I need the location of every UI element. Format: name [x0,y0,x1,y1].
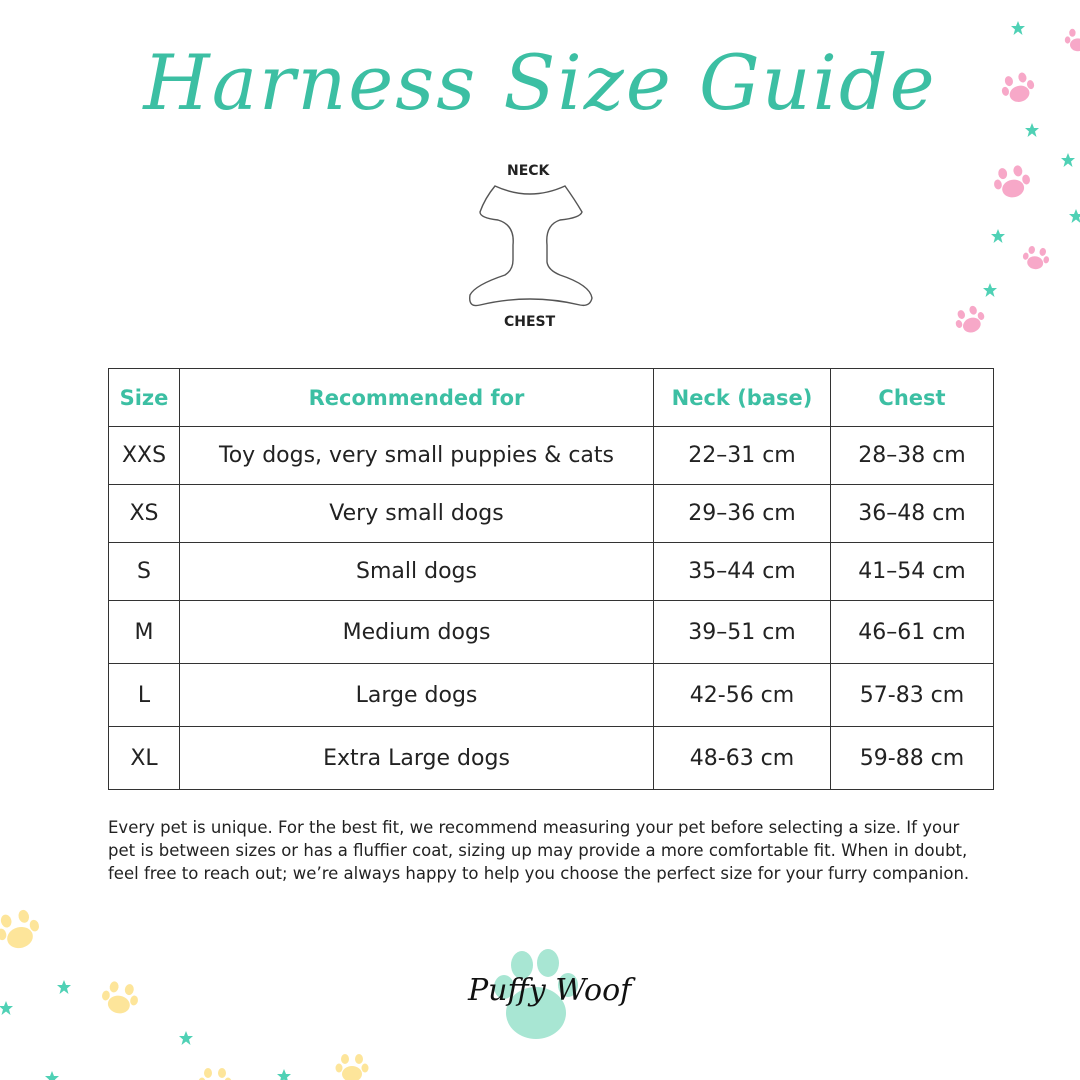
chest-cell: 36–48 cm [830,484,994,543]
star-icon [1069,209,1080,223]
star-icon [179,1031,193,1045]
table-row: XL Extra Large dogs 48-63 cm 59-88 cm [108,726,994,790]
size-cell: S [108,542,180,601]
paw-icon [335,1054,369,1080]
size-cell: XS [108,484,180,543]
size-cell: M [108,600,180,664]
chest-cell: 57-83 cm [830,663,994,727]
table-row: M Medium dogs 39–51 cm 46–61 cm [108,600,994,664]
recommended-cell: Toy dogs, very small puppies & cats [179,426,654,485]
paw-icon [99,979,141,1017]
paw-icon [951,303,989,337]
neck-cell: 48-63 cm [653,726,831,790]
harness-outline-icon [469,185,593,307]
recommended-cell: Small dogs [179,542,654,601]
recommended-cell: Large dogs [179,663,654,727]
chest-cell: 28–38 cm [830,426,994,485]
star-icon [1061,153,1075,167]
star-icon [45,1071,59,1080]
star-icon [277,1069,291,1080]
neck-cell: 42-56 cm [653,663,831,727]
recommended-cell: Extra Large dogs [179,726,654,790]
size-cell: L [108,663,180,727]
sizing-note: Every pet is unique. For the best fit, w… [108,818,970,883]
table-row: L Large dogs 42-56 cm 57-83 cm [108,663,994,727]
header-size: Size [108,368,180,427]
paw-icon [1021,244,1051,272]
star-icon [983,283,997,297]
logo-text: Puffy Woof [468,973,632,1008]
chest-cell: 59-88 cm [830,726,994,790]
star-icon [0,1001,13,1015]
star-icon [57,980,71,994]
table-row: XS Very small dogs 29–36 cm 36–48 cm [108,484,994,543]
harness-diagram: NECK CHEST [440,150,640,340]
header-chest: Chest [830,368,994,427]
table-row: S Small dogs 35–44 cm 41–54 cm [108,542,994,601]
star-icon [991,229,1005,243]
size-cell: XL [108,726,180,790]
chest-cell: 41–54 cm [830,542,994,601]
table-row: XXS Toy dogs, very small puppies & cats 22… [108,426,994,485]
header-neck: Neck (base) [653,368,831,427]
chest-label: CHEST [504,314,556,330]
recommended-cell: Very small dogs [179,484,654,543]
header-recommended: Recommended for [179,368,654,427]
neck-cell: 35–44 cm [653,542,831,601]
neck-label: NECK [507,163,550,179]
size-table: Size Recommended for Neck (base) Chest X… [108,368,994,790]
logo-paw-icon [494,949,578,1039]
star-icon [1011,21,1025,35]
neck-cell: 22–31 cm [653,426,831,485]
paw-icon [0,906,44,954]
neck-cell: 39–51 cm [653,600,831,664]
page-title: Harness Size Guide [143,38,937,127]
recommended-cell: Medium dogs [179,600,654,664]
brand-logo: Puffy Woof [460,945,631,1045]
table-header-row: Size Recommended for Neck (base) Chest [108,368,994,427]
chest-cell: 46–61 cm [830,600,994,664]
paw-icon [991,163,1033,201]
neck-cell: 29–36 cm [653,484,831,543]
size-cell: XXS [108,426,180,485]
paw-icon [198,1068,232,1080]
